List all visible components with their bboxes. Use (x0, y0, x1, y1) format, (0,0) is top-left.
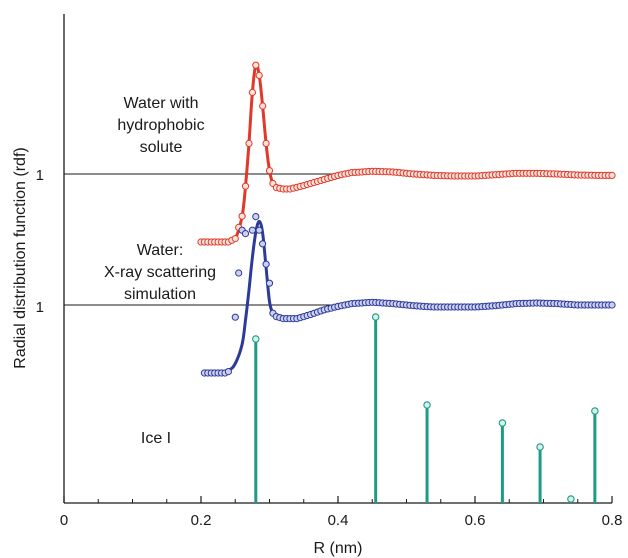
ice-peak-marker (591, 407, 599, 415)
series-marker-water (241, 230, 250, 238)
ice-peak-marker (371, 313, 380, 321)
annotation-water-line-2: X-ray scattering (104, 264, 216, 281)
series-layer (197, 61, 616, 377)
series-marker-water (259, 240, 267, 248)
series-marker-water (265, 279, 274, 287)
annotation-water: Water: X-ray scattering simulation (104, 242, 216, 303)
series-marker-solute (231, 235, 239, 243)
series-marker-water (235, 269, 243, 277)
ice-peaks (252, 313, 599, 503)
series-solute (197, 61, 616, 246)
series-marker-solute (241, 182, 250, 190)
ice-peak-marker (252, 335, 260, 343)
series-marker-water (608, 301, 616, 309)
series-marker-water (252, 213, 260, 221)
annotation-ice: Ice I (141, 430, 171, 447)
series-marker-water (255, 226, 263, 234)
x-tick-label: 0.4 (328, 512, 349, 529)
annotation-water-line-1: Water: (137, 242, 184, 259)
series-marker-water (248, 226, 256, 234)
ref-level-label-solute: 1 (36, 167, 44, 184)
x-tick-label: 0.8 (602, 512, 623, 529)
ice-peak-marker (567, 495, 575, 503)
y-axis-label: Radial distribution function (rdf) (12, 147, 29, 368)
annotation-solute: Water with hydrophobic solute (117, 95, 204, 156)
series-marker-solute (608, 171, 616, 179)
series-marker-solute (265, 167, 274, 175)
x-axis-label: R (nm) (314, 540, 363, 557)
annotation-solute-line-3: solute (140, 139, 183, 156)
series-marker-solute (245, 139, 253, 147)
ice-peak-marker (498, 419, 507, 427)
series-marker-solute (238, 212, 246, 220)
series-marker-water (224, 368, 232, 376)
series-marker-water (231, 313, 239, 321)
series-marker-solute (252, 61, 260, 69)
x-ticks: 0 0.2 0.4 0.6 0.8 (60, 496, 623, 529)
series-line-solute (199, 63, 614, 244)
annotation-solute-line-1: Water with (124, 95, 199, 112)
x-tick-label: 0.2 (191, 512, 212, 529)
ref-level-label-water: 1 (36, 299, 44, 316)
annotation-water-line-3: simulation (124, 286, 196, 303)
series-marker-water (262, 260, 270, 268)
series-marker-solute (248, 88, 256, 97)
series-water (200, 213, 616, 377)
ice-peak-marker (423, 401, 431, 409)
x-tick-label: 0.6 (465, 512, 486, 529)
series-marker-solute (255, 71, 263, 80)
x-tick-label: 0 (60, 512, 68, 529)
series-marker-solute (262, 139, 270, 147)
ice-peak-marker (536, 443, 544, 451)
series-marker-solute (259, 102, 267, 110)
annotation-solute-line-2: hydrophobic (117, 117, 204, 134)
